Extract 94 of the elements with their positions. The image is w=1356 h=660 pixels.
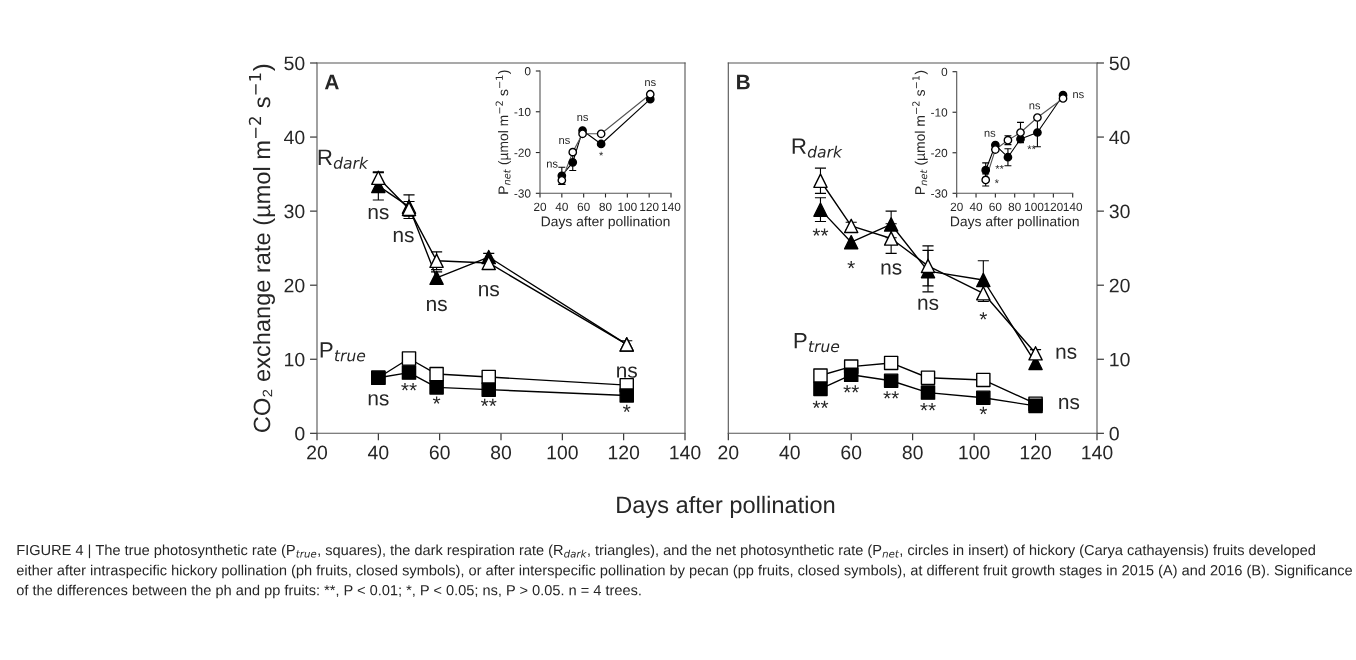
- x-axis-title: Days after pollination: [617, 495, 835, 518]
- annotation: ns: [645, 80, 656, 87]
- x-tick-label: 120: [1020, 445, 1052, 460]
- annotation: **: [883, 391, 899, 399]
- x-tick-label: 120: [608, 445, 640, 460]
- annotation: *: [432, 396, 441, 404]
- x-tick-label: 100: [1025, 202, 1044, 211]
- y-axis-title: P$_{net}$ (µmol m$^{−2}$ s$^{−1}$): [495, 70, 511, 194]
- y-tick-label: 40: [1109, 130, 1130, 145]
- annotation: R$_{dark}$: [318, 149, 369, 169]
- x-tick-label: 140: [670, 445, 701, 460]
- annotation: **: [480, 398, 497, 407]
- y-tick-label: 0: [524, 67, 531, 76]
- x-tick-label: 140: [662, 202, 681, 211]
- x-tick-label: 80: [902, 445, 923, 460]
- x-tick-label: 120: [1044, 202, 1063, 211]
- x-tick-label: 60: [577, 202, 590, 211]
- y-tick-label: -30: [931, 189, 948, 198]
- text: FIGURE 4 | The true photosynthetic rate (P$_{true}$, squares), the dark respiration rate (R$_{dark}$, triangles), and the net photosynthetic rate (P$_{net}$, circles in insert) of hickory (Carya cathayensis) fruits developed either after intraspecific hickory pollination (ph fruits, closed symbols), or after interspecific pollination by pecan (pp fruits, closed symbols), at different fruit growth stages in 2015 (A) and 2016 (B). Significance of the differences between the ph and pp fruits: **, P < 0.01; *, P < 0.05; ns, P > 0.05. n = 4 trees.: [16, 544, 1352, 599]
- annotation: ns: [426, 299, 447, 312]
- y-tick-label: 30: [1109, 204, 1130, 219]
- x-tick-label: 140: [1063, 202, 1083, 211]
- annotation: ns: [479, 284, 499, 297]
- y-tick-label: -10: [514, 107, 531, 117]
- annotation: *: [623, 404, 631, 412]
- x-tick-label: 80: [491, 445, 512, 460]
- annotation: ns: [918, 298, 939, 311]
- x-tick-label: 80: [599, 202, 612, 211]
- y-tick-label: 0: [941, 67, 948, 77]
- y-tick-label: 10: [285, 352, 305, 367]
- y-tick-label: -20: [514, 148, 531, 157]
- annotation: **: [920, 403, 936, 411]
- annotation: ns: [393, 230, 414, 243]
- annotation: **: [1027, 145, 1036, 150]
- annotation: *: [847, 261, 855, 269]
- y-tick-label: 20: [1109, 278, 1130, 293]
- annotation: ns: [1029, 103, 1041, 110]
- x-tick-label: 40: [555, 202, 568, 211]
- x-tick-label: 20: [718, 445, 739, 460]
- x-tick-label: 60: [841, 445, 862, 460]
- y-tick-label: -10: [931, 108, 948, 117]
- annotation: ns: [577, 114, 589, 121]
- y-tick-label: -20: [931, 148, 948, 158]
- annotation: **: [843, 385, 859, 393]
- annotation: A: [324, 74, 339, 90]
- x-tick-label: 60: [989, 202, 1002, 211]
- y-tick-label: 50: [284, 56, 305, 71]
- x-tick-label: 20: [534, 202, 547, 211]
- annotation: ns: [617, 366, 637, 378]
- annotation: **: [995, 164, 1004, 169]
- y-tick-label: 40: [284, 130, 305, 145]
- annotation: **: [812, 228, 829, 236]
- x-tick-label: 100: [618, 202, 637, 211]
- annotation: ns: [368, 207, 389, 220]
- annotation: ns: [984, 130, 996, 137]
- annotation: ns: [1059, 397, 1080, 410]
- x-tick-label: 40: [367, 445, 389, 460]
- x-tick-label: 100: [547, 445, 578, 460]
- y-tick-label: 0: [295, 426, 305, 441]
- x-axis-title: Days after pollination: [541, 216, 670, 230]
- y-axis-title: CO₂ exchange rate (µmol m$^{−2}$ s$^{−1}$): [248, 64, 275, 432]
- x-tick-label: 40: [779, 445, 800, 460]
- annotation: **: [812, 400, 829, 409]
- x-tick-label: 60: [429, 445, 450, 460]
- annotation: *: [599, 151, 604, 156]
- annotation: *: [979, 312, 988, 320]
- x-tick-label: 20: [950, 202, 963, 211]
- annotation: B: [737, 74, 750, 90]
- x-tick-label: 100: [959, 445, 990, 460]
- x-tick-label: 20: [307, 445, 328, 460]
- y-axis-title: P$_{net}$ (µmol m$^{−2}$ s$^{−1}$): [912, 70, 928, 194]
- annotation: ns: [559, 137, 570, 144]
- annotation: *: [994, 179, 999, 184]
- annotation: **: [401, 383, 417, 391]
- x-tick-label: 80: [1008, 202, 1021, 211]
- annotation: R$_{dark}$: [792, 138, 843, 158]
- x-tick-label: 40: [969, 202, 983, 211]
- x-tick-label: 140: [1082, 445, 1113, 460]
- y-tick-label: 30: [284, 204, 305, 219]
- y-tick-label: 0: [1109, 426, 1119, 441]
- y-tick-label: -30: [514, 189, 531, 198]
- annotation: ns: [1073, 92, 1084, 99]
- annotation: *: [979, 406, 988, 415]
- annotation: ns: [546, 161, 558, 168]
- annotation: ns: [368, 394, 389, 406]
- y-tick-label: 50: [1109, 56, 1130, 71]
- annotation: ns: [881, 263, 902, 275]
- x-axis-title: Days after pollination: [950, 216, 1079, 230]
- annotation: ns: [1056, 347, 1077, 359]
- y-tick-label: 10: [1110, 352, 1130, 367]
- y-tick-label: 20: [284, 278, 305, 293]
- x-tick-label: 120: [640, 202, 659, 211]
- annotation: P$_{true}$: [320, 342, 366, 362]
- annotation: P$_{true}$: [794, 332, 840, 353]
